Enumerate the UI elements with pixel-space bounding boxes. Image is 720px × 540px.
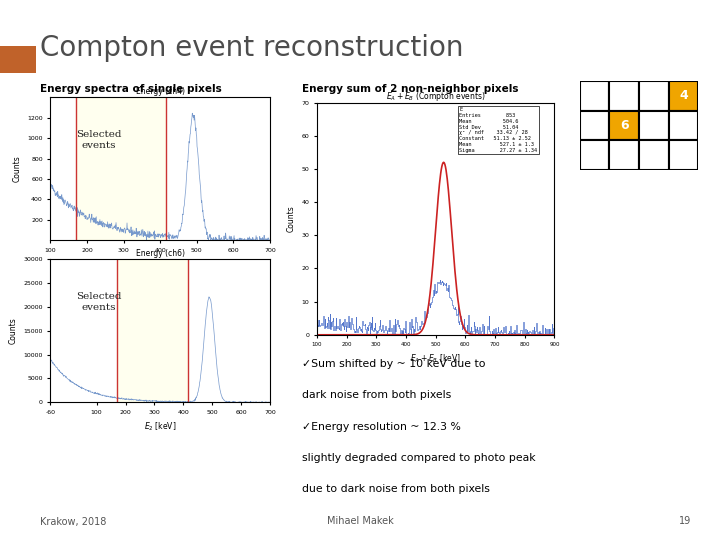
Text: Selected
events: Selected events — [76, 131, 122, 150]
Bar — [0, 46, 36, 73]
Bar — [117, 259, 188, 402]
Text: 19: 19 — [679, 516, 691, 526]
X-axis label: $E_A+E_B$ [keV]: $E_A+E_B$ [keV] — [410, 353, 461, 366]
Bar — [580, 111, 609, 140]
Text: E
Entries        853
Mean          504.6
Std Dev       51.04
χ² / ndf    33.42 /: E Entries 853 Mean 504.6 Std Dev 51.04 χ… — [459, 107, 538, 153]
Text: Energy sum of 2 non-neighbor pixels: Energy sum of 2 non-neighbor pixels — [302, 84, 519, 94]
Y-axis label: Counts: Counts — [12, 156, 22, 182]
Text: Selected
events: Selected events — [76, 293, 122, 312]
Text: ✓Sum shifted by ~ 10 keV due to: ✓Sum shifted by ~ 10 keV due to — [302, 359, 486, 369]
Title: $E_A+E_B$ (Compton events): $E_A+E_B$ (Compton events) — [386, 90, 485, 103]
Bar — [580, 140, 609, 170]
Text: due to dark noise from both pixels: due to dark noise from both pixels — [302, 484, 490, 495]
Bar — [76, 97, 166, 240]
Bar — [609, 111, 639, 140]
Bar — [669, 81, 698, 111]
Y-axis label: Counts: Counts — [287, 205, 296, 232]
Bar — [669, 111, 698, 140]
Bar — [639, 111, 669, 140]
Bar — [669, 140, 698, 170]
Y-axis label: Counts: Counts — [9, 318, 18, 344]
X-axis label: $E_2$ [keV]: $E_2$ [keV] — [144, 421, 176, 433]
Bar — [609, 140, 639, 170]
Text: Energy spectra of single pixels: Energy spectra of single pixels — [40, 84, 221, 94]
Title: Energy (ch6): Energy (ch6) — [135, 249, 185, 259]
Text: Mihael Makek: Mihael Makek — [327, 516, 393, 526]
Bar — [639, 81, 669, 111]
Text: 6: 6 — [620, 119, 629, 132]
Text: Compton event reconstruction: Compton event reconstruction — [40, 35, 463, 62]
X-axis label: $E_1$ [keV]: $E_1$ [keV] — [144, 259, 176, 271]
Title: Energy (ch4): Energy (ch4) — [135, 87, 185, 97]
Text: Krakow, 2018: Krakow, 2018 — [40, 516, 106, 526]
Bar — [609, 81, 639, 111]
Text: 4: 4 — [679, 89, 688, 103]
Text: ✓Energy resolution ~ 12.3 %: ✓Energy resolution ~ 12.3 % — [302, 422, 462, 432]
Text: slightly degraded compared to photo peak: slightly degraded compared to photo peak — [302, 453, 536, 463]
Bar — [639, 140, 669, 170]
Text: dark noise from both pixels: dark noise from both pixels — [302, 390, 451, 401]
Bar — [580, 81, 609, 111]
